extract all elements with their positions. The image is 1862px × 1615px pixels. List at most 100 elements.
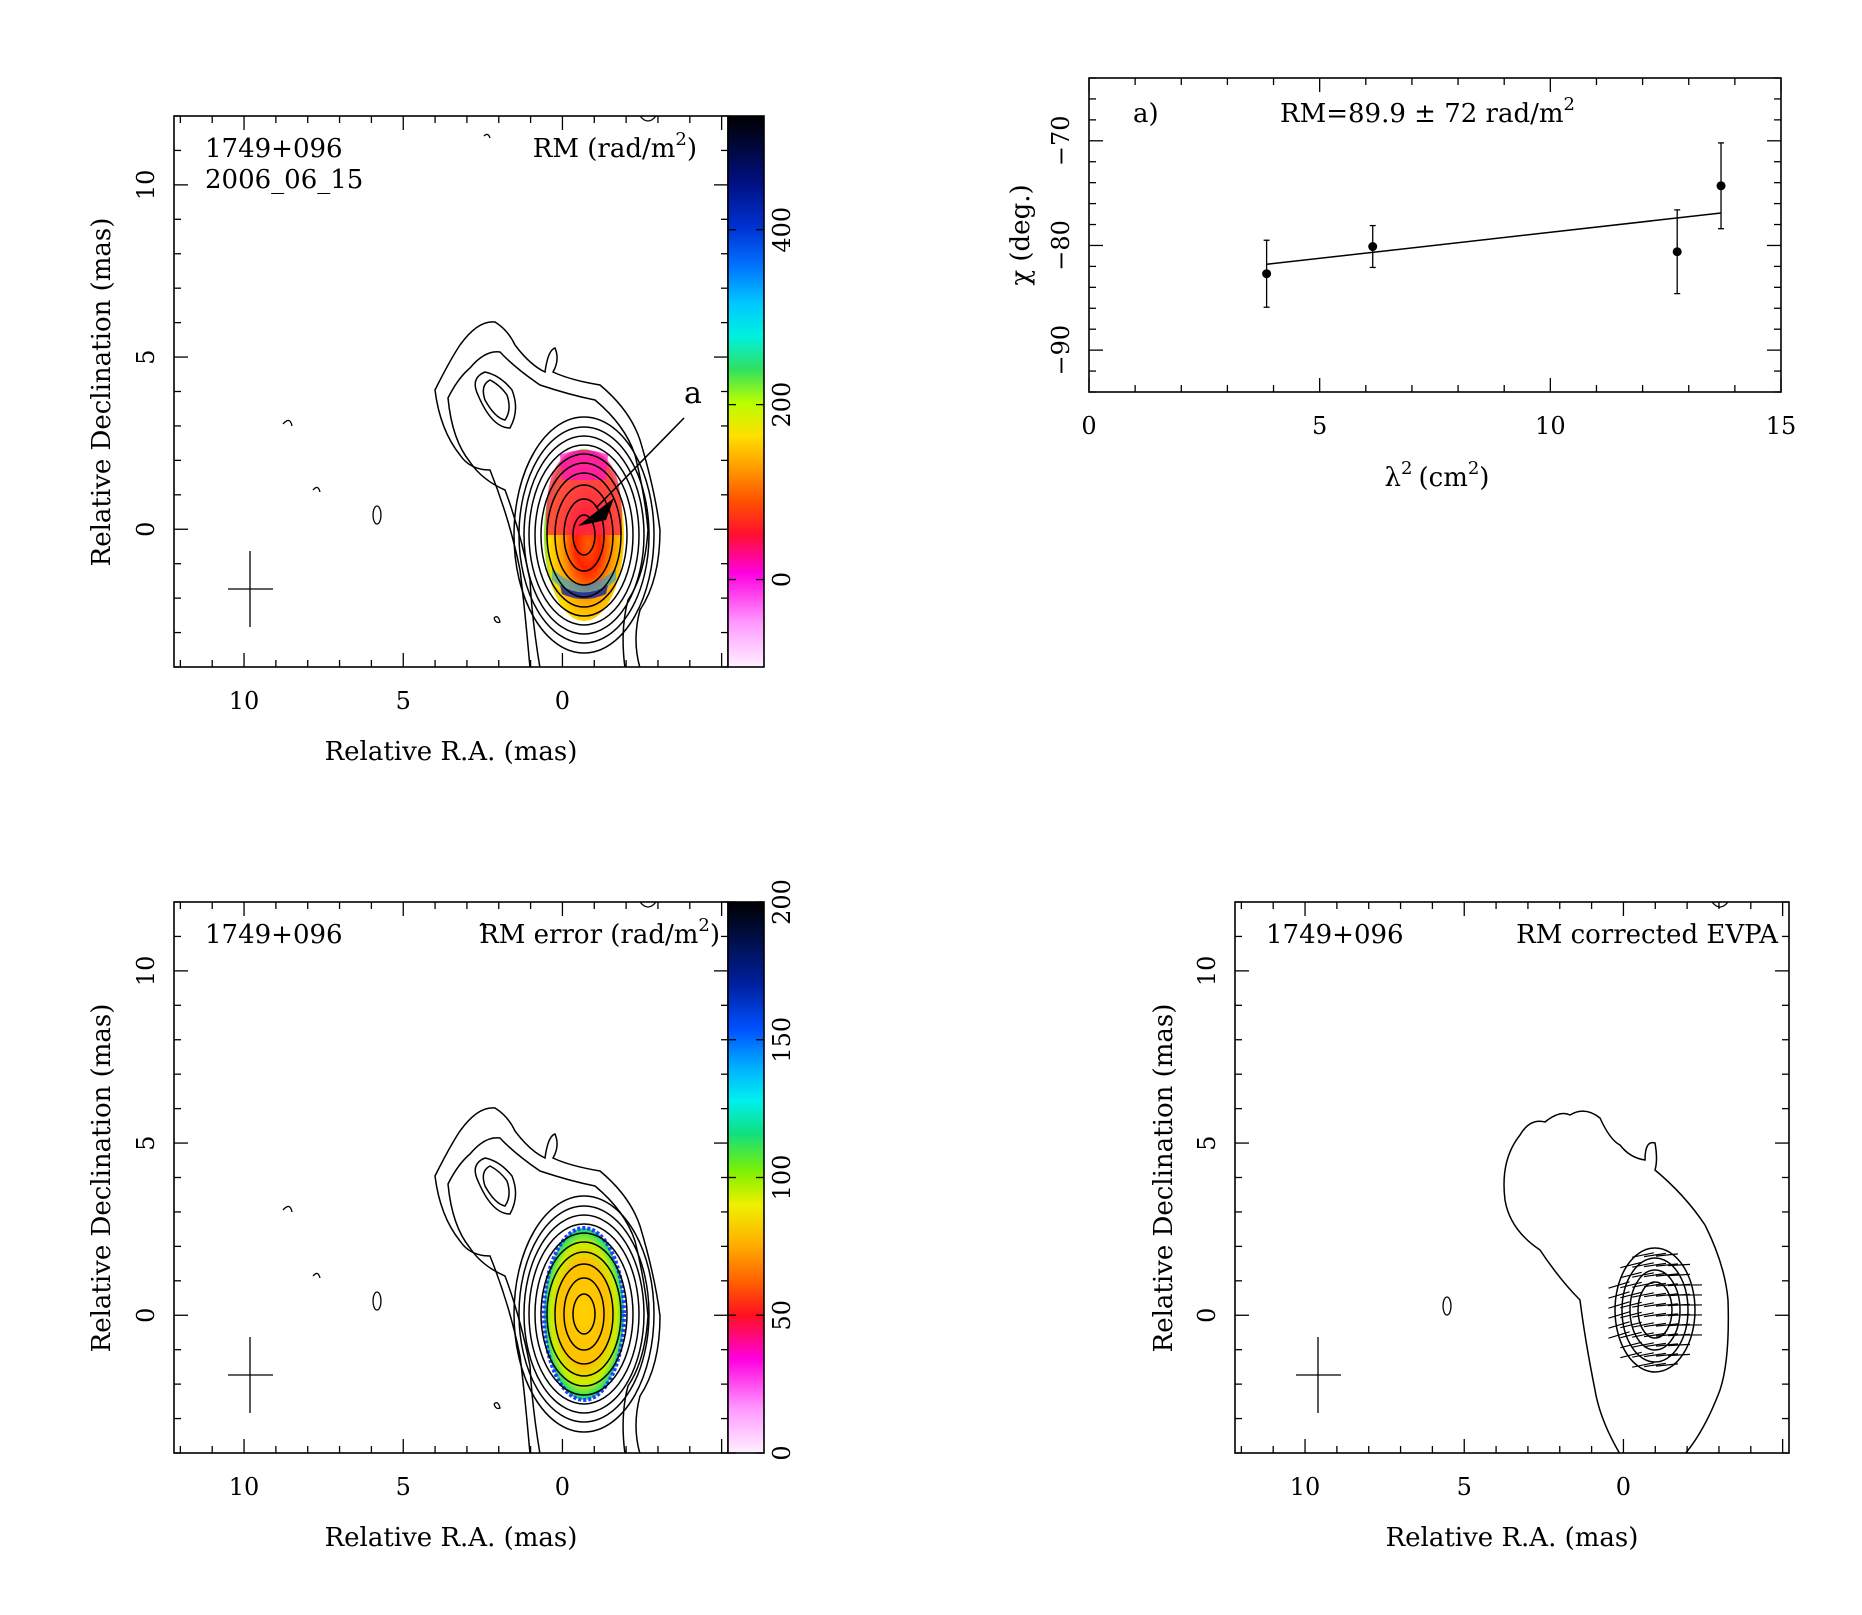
evpa-vector	[1655, 1253, 1679, 1257]
data-point	[1262, 269, 1272, 279]
rm-fit-xlabel: λ2 (cm2)	[1385, 458, 1490, 493]
rm-map-source: 1749+096	[205, 134, 343, 164]
y-tick-label: 0	[132, 1308, 160, 1323]
evpa-vector	[1608, 1291, 1630, 1299]
y-tick-label: −80	[1047, 220, 1075, 271]
evpa-vector	[1608, 1331, 1630, 1339]
x-tick-label: 5	[1457, 1473, 1472, 1501]
evpa-vector	[1667, 1273, 1691, 1277]
rm-map-xlabel: Relative R.A. (mas)	[325, 737, 578, 767]
evpa-xlabel: Relative R.A. (mas)	[1386, 1523, 1639, 1553]
y-tick-label: 0	[132, 522, 160, 537]
beam-cross	[228, 551, 273, 627]
y-tick-label: 5	[132, 1135, 160, 1150]
rm-error-xlabel: Relative R.A. (mas)	[325, 1523, 578, 1553]
evpa-vector	[1667, 1353, 1691, 1357]
rm-error-contours	[282, 902, 661, 1453]
evpa-vector	[1655, 1263, 1679, 1267]
beam-cross	[228, 1337, 273, 1413]
evpa-vector	[1644, 1262, 1666, 1268]
evpa-vector	[1667, 1343, 1691, 1347]
evpa-vector	[1644, 1272, 1666, 1278]
x-tick-label: 0	[555, 687, 570, 715]
evpa-contours	[1442, 902, 1730, 1453]
x-tick-label: 0	[1616, 1473, 1631, 1501]
evpa-vector	[1620, 1311, 1642, 1319]
y-tick-label: 10	[1193, 956, 1221, 987]
evpa-vector	[1644, 1252, 1666, 1258]
evpa-vector	[1608, 1281, 1630, 1289]
evpa-vector	[1644, 1282, 1666, 1288]
x-tick-label: 5	[396, 687, 411, 715]
evpa-vector	[1655, 1363, 1679, 1367]
evpa-vector	[1620, 1281, 1642, 1289]
evpa-vector	[1620, 1331, 1642, 1339]
evpa-ylabel: Relative Declination (mas)	[1149, 1004, 1179, 1353]
evpa-vector	[1644, 1342, 1666, 1348]
evpa-vector	[1644, 1322, 1666, 1328]
x-tick-label: 0	[1081, 412, 1096, 440]
rm-fit-axes: 0 5 10 15 −90 −80 −70	[1047, 77, 1797, 440]
evpa-vector	[1632, 1332, 1654, 1338]
evpa-vector	[1644, 1302, 1666, 1308]
rm-colorbar	[727, 115, 765, 668]
fit-line	[1266, 212, 1722, 266]
evpa-vector	[1644, 1332, 1666, 1338]
rm-map-contours	[282, 116, 661, 667]
evpa-source: 1749+096	[1266, 920, 1404, 950]
evpa-vector	[1655, 1293, 1679, 1297]
evpa-vector	[1632, 1262, 1654, 1268]
evpa-vector	[1632, 1312, 1654, 1318]
x-tick-label: 15	[1766, 412, 1797, 440]
rm-fit-label: a)	[1133, 99, 1159, 129]
evpa-vector	[1608, 1311, 1630, 1319]
colorbar-tick-label: 400	[768, 207, 796, 253]
evpa-vector	[1644, 1312, 1666, 1318]
data-point	[1672, 247, 1682, 257]
evpa-vector	[1608, 1321, 1630, 1329]
evpa-vector	[1632, 1352, 1654, 1358]
evpa-vector	[1620, 1341, 1642, 1349]
evpa-vector	[1632, 1362, 1654, 1368]
x-tick-label: 0	[555, 1473, 570, 1501]
colorbar-tick-label: 150	[768, 1017, 796, 1063]
rm-error-image	[228, 902, 661, 1453]
rm-error-source: 1749+096	[205, 920, 343, 950]
colorbar-tick-label: 50	[768, 1300, 796, 1331]
evpa-vector	[1620, 1351, 1642, 1359]
x-tick-label: 5	[1312, 412, 1327, 440]
rm-error-panel: 1749+096 RM error (rad/m2) 10 5 0051005010…	[87, 879, 796, 1553]
x-tick-label: 10	[229, 687, 260, 715]
y-tick-label: −70	[1047, 115, 1075, 166]
evpa-vector	[1620, 1321, 1642, 1329]
colorbar-tick-label: 100	[768, 1155, 796, 1201]
rm-map-date: 2006_06_15	[205, 165, 363, 195]
evpa-vector	[1632, 1272, 1654, 1278]
x-tick-label: 10	[229, 1473, 260, 1501]
evpa-vector	[1632, 1292, 1654, 1298]
evpa-axes: 10 5 0 0 5 10	[1193, 901, 1789, 1501]
evpa-panel: 1749+096 RM corrected EVPA 10 5 0 0 5 10 Rela…	[1149, 901, 1790, 1553]
evpa-vector	[1644, 1362, 1666, 1368]
rm-map-panel: a 1749+096 2006_06_15 RM (rad/m2) 10 5 0 0 5…	[87, 115, 796, 767]
rm-map-ylabel: Relative Declination (mas)	[87, 218, 117, 567]
annotation-arrow	[578, 417, 685, 526]
y-tick-label: 10	[132, 170, 160, 201]
evpa-vector	[1655, 1323, 1679, 1327]
y-tick-label: −90	[1047, 325, 1075, 376]
rm-error-title: RM error (rad/m2)	[479, 915, 720, 950]
colorbar-tick-label: 200	[768, 879, 796, 925]
evpa-title: RM corrected EVPA	[1516, 920, 1779, 950]
evpa-vector	[1632, 1342, 1654, 1348]
colorbar-tick-label: 0	[768, 1445, 796, 1460]
annotation-label-a: a	[684, 376, 702, 411]
evpa-vector	[1655, 1353, 1679, 1357]
evpa-vector	[1655, 1303, 1679, 1307]
rm-fit-ylabel: χ (deg.)	[1006, 184, 1036, 285]
data-point	[1716, 181, 1726, 191]
rm-fit-text: RM=89.9 ± 72 rad/m2	[1280, 94, 1575, 129]
rm-map-title: RM (rad/m2)	[533, 129, 697, 164]
colorbar-tick-label: 0	[768, 572, 796, 587]
rm-map-axes: 10 5 0 0 5 10 0 200 400	[132, 115, 796, 715]
